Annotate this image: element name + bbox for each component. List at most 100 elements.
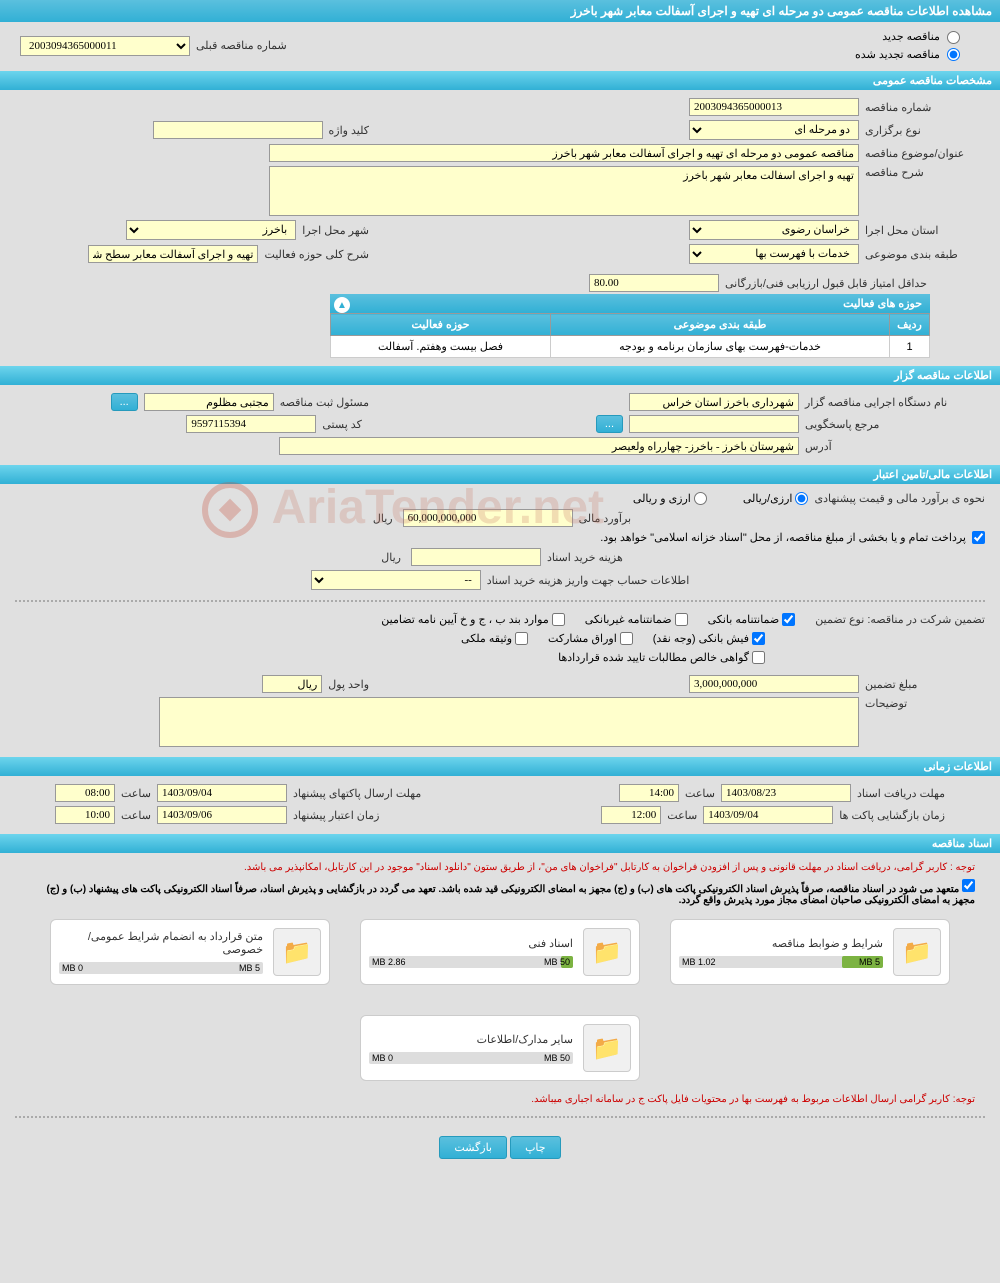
subject-label: عنوان/موضوع مناقصه [865, 147, 985, 160]
radio-new-tender[interactable] [947, 31, 960, 44]
doc-card: 📁 شرایط و ضوابط مناقصه 5 MB 1.02 MB [670, 919, 950, 985]
subject-class-select[interactable]: خدمات با فهرست بها [689, 244, 859, 264]
doc-max: 50 MB [544, 1053, 570, 1063]
cb-nonbank-label: ضمانتنامه غیربانکی [585, 613, 672, 626]
page-header-title: مشاهده اطلاعات مناقصه عمومی دو مرحله ای … [0, 0, 1000, 22]
tender-number-input[interactable] [689, 98, 859, 116]
currency-opt1-label: ارزی/ریالی [743, 492, 793, 505]
docs-note-3: توجه: کاربر گرامی ارسال اطلاعات مربوط به… [15, 1091, 985, 1108]
responsible-picker-button[interactable]: ... [111, 393, 138, 411]
doc-size: 0 MB [372, 1053, 393, 1063]
doc-title: سایر مدارک/اطلاعات [369, 1033, 573, 1046]
cb-bank-guarantee-label: ضمانتنامه بانکی [708, 613, 780, 626]
responsible-label: مسئول ثبت مناقصه [280, 396, 369, 409]
rial-label-1: ریال [369, 512, 397, 525]
doc-receive-date[interactable] [721, 784, 851, 802]
cb-bonds[interactable] [620, 632, 633, 645]
col-subject: طبقه بندی موضوعی [551, 314, 890, 336]
province-select[interactable]: خراسان رضوی [689, 220, 859, 240]
organizer-name-label: نام دستگاه اجرایی مناقصه گزار [805, 396, 985, 409]
cb-property[interactable] [515, 632, 528, 645]
general-section: شماره مناقصه نوع برگزاری دو مرحله ای کلی… [0, 90, 1000, 364]
doc-size: 2.86 MB [372, 957, 406, 967]
collapse-icon[interactable]: ▲ [334, 297, 350, 313]
doc-size: 1.02 MB [682, 957, 716, 967]
estimate-input[interactable] [403, 509, 573, 527]
packets-open-date[interactable] [703, 806, 833, 824]
packets-deadline-time[interactable] [55, 784, 115, 802]
estimate-method-label: نحوه ی برآورد مالی و قیمت پیشنهادی [814, 492, 985, 505]
min-score-label: حداقل امتیاز قابل قبول ارزیابی فنی/بازرگ… [725, 277, 985, 290]
timing-section: مهلت دریافت اسناد ساعت مهلت ارسال پاکتها… [0, 776, 1000, 832]
cb-nonbank[interactable] [675, 613, 688, 626]
print-button[interactable]: چاپ [510, 1136, 561, 1159]
tender-type-selector: مناقصه جدید مناقصه تجدید شده شماره مناقص… [0, 22, 1000, 69]
city-select[interactable]: باخرز [126, 220, 296, 240]
cb-cases-label: موارد بند ب ، ج و خ آیین نامه تضامین [381, 613, 548, 626]
prev-number-select[interactable]: 2003094365000011 [20, 36, 190, 56]
guarantee-amount-label: مبلغ تضمین [865, 678, 985, 691]
doc-max: 50 MB [544, 957, 570, 967]
description-textarea[interactable] [269, 166, 859, 216]
currency-opt2-label: ارزی و ریالی [633, 492, 691, 505]
packets-open-time[interactable] [601, 806, 661, 824]
doc-max: 5 MB [239, 963, 260, 973]
doc-receive-time[interactable] [619, 784, 679, 802]
activity-table-title: حوزه های فعالیت ▲ [330, 294, 930, 313]
postal-label: کد پستی [322, 418, 361, 431]
validity-date[interactable] [157, 806, 287, 824]
subject-input[interactable] [269, 144, 859, 162]
description-label: شرح مناقصه [865, 166, 985, 179]
accountability-picker-button[interactable]: ... [596, 415, 623, 433]
accountability-input[interactable] [629, 415, 799, 433]
doc-card: 📁 سایر مدارک/اطلاعات 50 MB 0 MB [360, 1015, 640, 1081]
responsible-input[interactable] [144, 393, 274, 411]
cb-bank-receipt-label: فیش بانکی (وجه نقد) [653, 632, 749, 645]
organizer-name-input[interactable] [629, 393, 799, 411]
money-unit-input[interactable] [262, 675, 322, 693]
packets-deadline-date[interactable] [157, 784, 287, 802]
estimate-label: برآورد مالی [579, 512, 632, 525]
notes-textarea[interactable] [159, 697, 859, 747]
activity-general-input[interactable] [88, 245, 258, 263]
radio-currency-2[interactable] [694, 492, 707, 505]
packets-open-label: زمان بازگشایی پاکت ها [839, 809, 945, 822]
type-select[interactable]: دو مرحله ای [689, 120, 859, 140]
doc-cost-input[interactable] [411, 548, 541, 566]
keyword-label: کلید واژه [329, 124, 369, 137]
treasury-checkbox[interactable] [972, 531, 985, 544]
address-input[interactable] [279, 437, 799, 455]
separator-2 [15, 1116, 985, 1118]
time-label-4: ساعت [121, 809, 151, 822]
back-button[interactable]: بازگشت [439, 1136, 507, 1159]
docs-note-1: توجه : کاربر گرامی، دریافت اسناد در مهلت… [15, 859, 985, 876]
cb-cases[interactable] [552, 613, 565, 626]
postal-input[interactable] [186, 415, 316, 433]
keyword-input[interactable] [153, 121, 323, 139]
doc-cost-label: هزینه خرید اسناد [547, 551, 623, 564]
cb-claims[interactable] [752, 651, 765, 664]
section-financial-header: اطلاعات مالی/تامین اعتبار [0, 465, 1000, 484]
min-score-input[interactable] [589, 274, 719, 292]
radio-renewed-tender[interactable] [947, 48, 960, 61]
radio-renewed-label: مناقصه تجدید شده [855, 49, 940, 61]
tender-number-label: شماره مناقصه [865, 101, 985, 114]
doc-max: 5 MB [859, 957, 880, 967]
doc-title: اسناد فنی [369, 937, 573, 950]
account-info-select[interactable]: -- [311, 570, 481, 590]
validity-time[interactable] [55, 806, 115, 824]
money-unit-label: واحد پول [328, 678, 369, 691]
activity-general-label: شرح کلی حوزه فعالیت [264, 248, 369, 261]
cb-bank-guarantee[interactable] [782, 613, 795, 626]
cb-bonds-label: اوراق مشارکت [548, 632, 617, 645]
cb-bank-receipt[interactable] [752, 632, 765, 645]
validity-label: زمان اعتبار پیشنهاد [293, 809, 380, 822]
commit-checkbox[interactable] [962, 879, 975, 892]
activity-table: ردیف طبقه بندی موضوعی حوزه فعالیت 1 خدما… [330, 313, 930, 358]
doc-title: متن قرارداد به انضمام شرایط عمومی/خصوصی [59, 930, 263, 956]
radio-currency-1[interactable] [795, 492, 808, 505]
cb-property-label: وثیقه ملکی [461, 632, 512, 645]
guarantee-amount-input[interactable] [689, 675, 859, 693]
doc-title: شرایط و ضوابط مناقصه [679, 937, 883, 950]
col-row: ردیف [890, 314, 930, 336]
